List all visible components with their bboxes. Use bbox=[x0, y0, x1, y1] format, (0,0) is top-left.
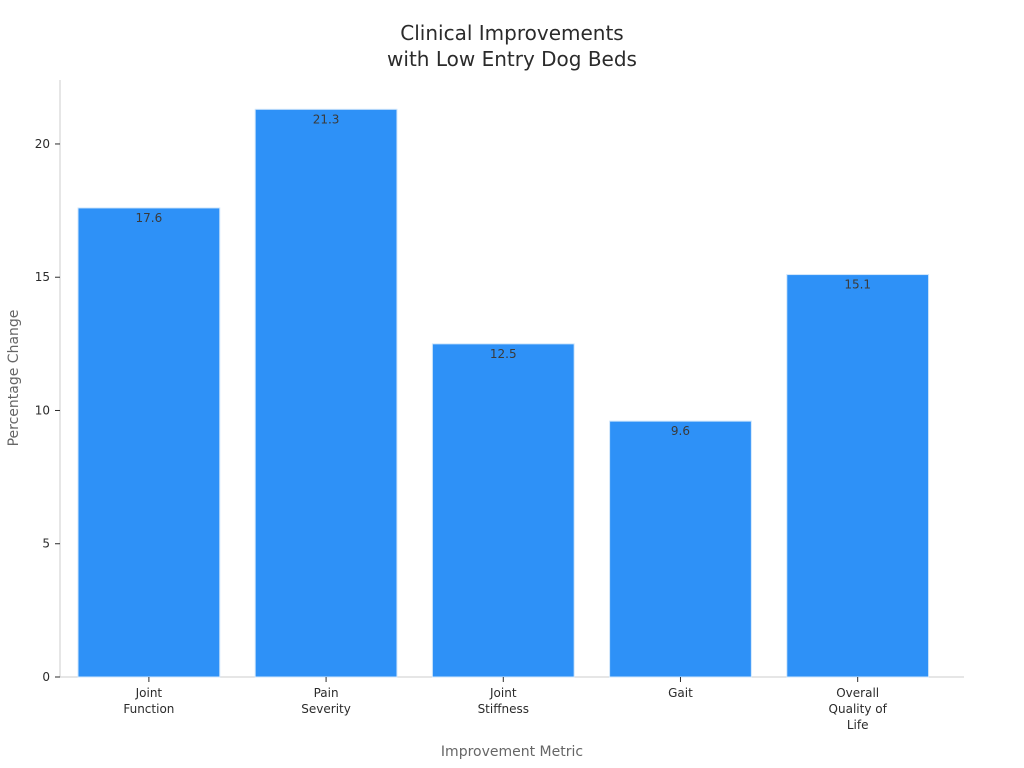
x-tick-label-line: Quality of bbox=[829, 702, 888, 716]
chart-title-line-2: with Low Entry Dog Beds bbox=[387, 47, 637, 71]
chart-title-line-1: Clinical Improvements bbox=[400, 21, 623, 45]
bar-data-label: 9.6 bbox=[671, 424, 690, 438]
x-tick-label-line: Pain bbox=[314, 686, 339, 700]
bar-data-label: 12.5 bbox=[490, 347, 517, 361]
y-tick-label: 0 bbox=[42, 670, 50, 684]
x-tick-label: Gait bbox=[668, 686, 693, 700]
x-tick-label: Pain Severity bbox=[301, 686, 351, 716]
x-tick-label: Overall Quality of Life bbox=[829, 686, 888, 732]
x-axis-title: Improvement Metric bbox=[441, 744, 583, 760]
x-tick-label-line: Gait bbox=[668, 686, 693, 700]
y-tick-label: 15 bbox=[35, 270, 50, 284]
x-axis-ticks: Joint Function Pain Severity Joint Stiffness G… bbox=[123, 677, 888, 732]
bar bbox=[609, 420, 752, 678]
x-tick-label-line: Life bbox=[847, 718, 869, 732]
bar-data-label: 17.6 bbox=[136, 211, 163, 225]
bar bbox=[254, 108, 398, 678]
x-tick-label-line: Joint bbox=[489, 686, 517, 700]
bar bbox=[786, 274, 930, 678]
bars-group: 17.6 21.3 12.5 9.6 15.1 bbox=[77, 108, 930, 678]
y-tick-label: 10 bbox=[35, 403, 50, 417]
x-tick-label-line: Function bbox=[123, 702, 174, 716]
bar-data-label: 15.1 bbox=[844, 278, 871, 292]
bar-data-label: 21.3 bbox=[313, 112, 340, 126]
y-tick-label: 5 bbox=[42, 537, 50, 551]
x-tick-label-line: Stiffness bbox=[478, 702, 529, 716]
bar bbox=[77, 207, 221, 678]
y-axis-title: Percentage Change bbox=[6, 310, 22, 447]
y-axis-ticks: 0 5 10 15 20 bbox=[35, 137, 60, 684]
x-tick-label-line: Severity bbox=[301, 702, 351, 716]
x-tick-label: Joint Function bbox=[123, 686, 174, 716]
x-tick-label-line: Joint bbox=[135, 686, 163, 700]
y-tick-label: 20 bbox=[35, 137, 50, 151]
bar bbox=[431, 343, 575, 678]
x-tick-label-line: Overall bbox=[836, 686, 879, 700]
x-tick-label: Joint Stiffness bbox=[478, 686, 529, 716]
